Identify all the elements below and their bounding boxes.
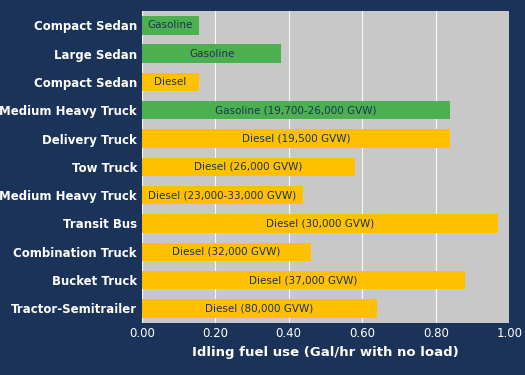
Bar	[142, 158, 355, 176]
Text: Diesel (26,000 GVW): Diesel (26,000 GVW)	[194, 162, 302, 172]
Bar	[142, 129, 450, 148]
Text: Diesel (32,000 GVW): Diesel (32,000 GVW)	[172, 247, 280, 257]
Text: Diesel (30,000 GVW): Diesel (30,000 GVW)	[266, 219, 374, 228]
Text: Gasoline: Gasoline	[148, 20, 193, 30]
X-axis label: Idling fuel use (Gal/hr with no load): Idling fuel use (Gal/hr with no load)	[192, 346, 459, 359]
Bar	[142, 186, 303, 204]
Bar	[142, 73, 198, 91]
Text: Diesel (23,000-33,000 GVW): Diesel (23,000-33,000 GVW)	[149, 190, 297, 200]
Bar	[142, 243, 311, 261]
Text: Diesel (19,500 GVW): Diesel (19,500 GVW)	[242, 134, 350, 144]
Text: Diesel: Diesel	[154, 77, 186, 87]
Text: Diesel (80,000 GVW): Diesel (80,000 GVW)	[205, 303, 313, 313]
Text: Gasoline (19,700-26,000 GVW): Gasoline (19,700-26,000 GVW)	[215, 105, 377, 115]
Bar	[142, 45, 281, 63]
Bar	[142, 214, 498, 232]
Bar	[142, 271, 465, 289]
Bar	[142, 299, 377, 318]
Text: Gasoline: Gasoline	[189, 49, 234, 59]
Bar	[142, 16, 198, 34]
Text: Diesel (37,000 GVW): Diesel (37,000 GVW)	[249, 275, 358, 285]
Bar	[142, 101, 450, 120]
